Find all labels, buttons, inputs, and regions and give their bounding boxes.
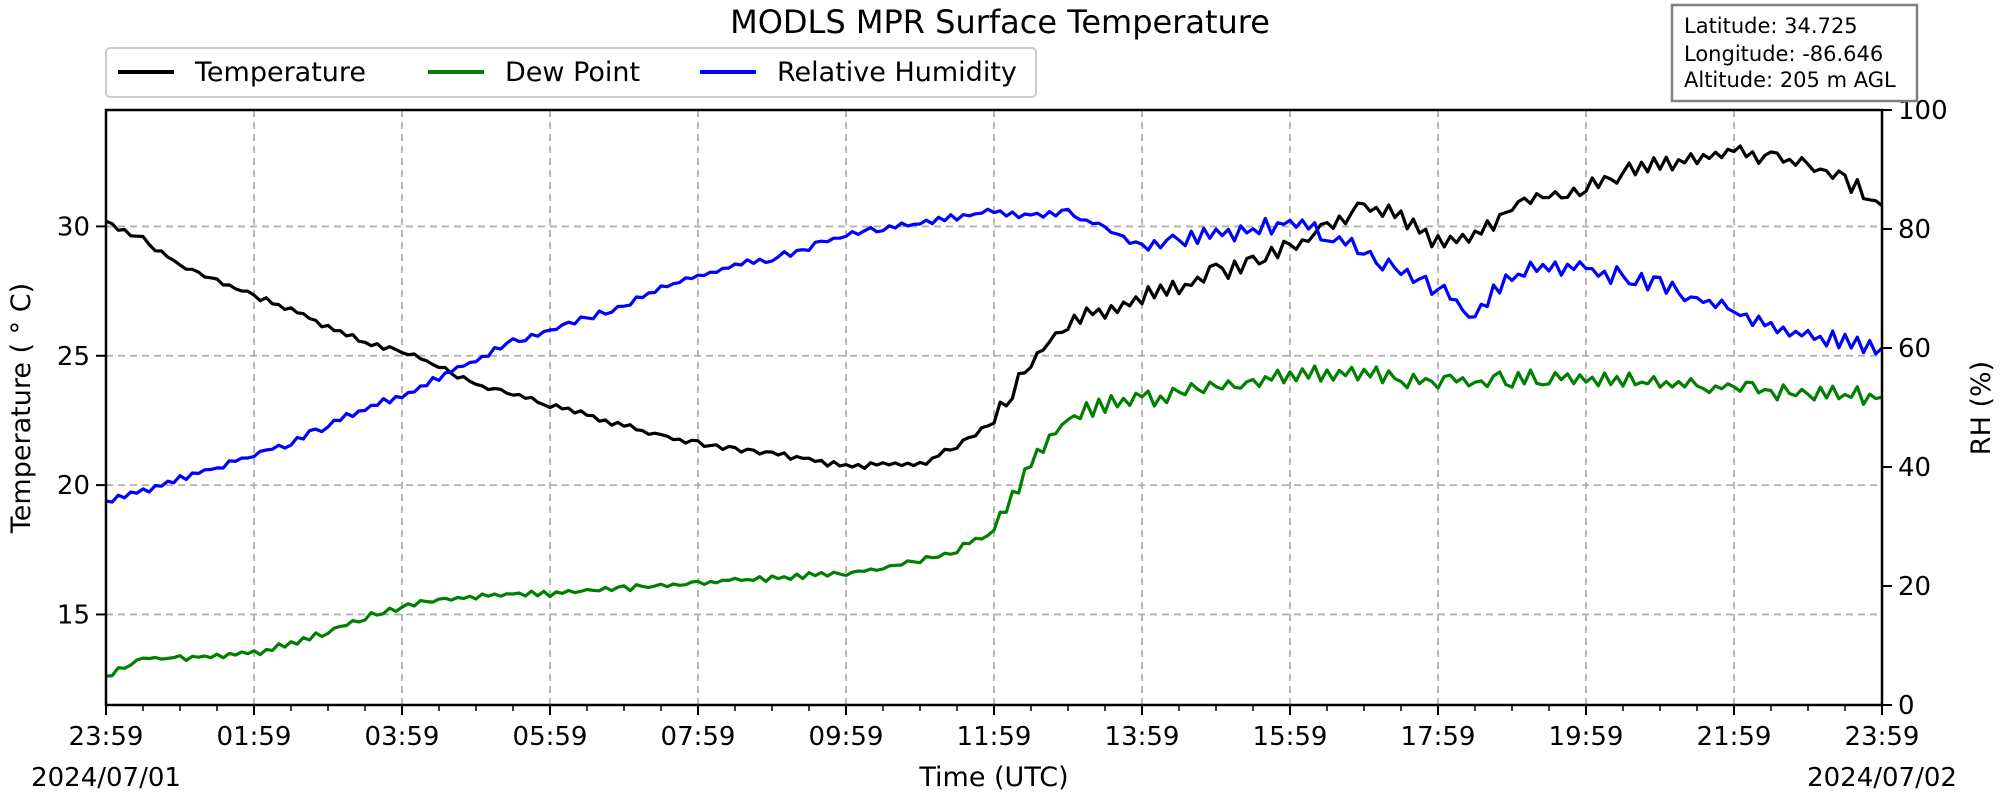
- x-tick-label: 01:59: [217, 722, 292, 752]
- series-layer: [105, 144, 1884, 678]
- info-box: Latitude: 34.725 Longitude: -86.646 Alti…: [1670, 3, 1919, 103]
- x-tick-label: 19:59: [1549, 722, 1624, 752]
- x-tick-label: 15:59: [1253, 722, 1328, 752]
- x-tick-label: 09:59: [809, 722, 884, 752]
- y2-tick-label: 20: [1898, 572, 1931, 602]
- y-tick-label: 30: [57, 212, 90, 242]
- y2-axis-label: RH (%): [1966, 361, 1997, 455]
- x-tick-label: 23:59: [1845, 722, 1920, 752]
- y2-tick-label: 60: [1898, 334, 1931, 364]
- y-axis-label: Temperature ( ° C): [6, 283, 37, 534]
- x-axis-label: Time (UTC): [918, 762, 1068, 793]
- x-tick-label: 23:59: [69, 722, 144, 752]
- y2-tick-label: 0: [1898, 691, 1915, 721]
- x-tick-label: 07:59: [661, 722, 736, 752]
- x-tick-label: 11:59: [957, 722, 1032, 752]
- x-end-date: 2024/07/02: [1807, 763, 1957, 793]
- x-tick-label: 13:59: [1105, 722, 1180, 752]
- x-tick-label: 05:59: [513, 722, 588, 752]
- legend-box: [105, 47, 1037, 98]
- y2-tick-label: 40: [1898, 453, 1931, 483]
- series-line-temperature: [105, 144, 1883, 470]
- series-line-relative-humidity: [105, 207, 1884, 504]
- x-tick-label: 21:59: [1697, 722, 1772, 752]
- x-axis: 23:59 01:59 03:59 05:59 07:59 09:59 11:59 13:59…: [69, 705, 1920, 752]
- y-tick-label: 20: [57, 471, 90, 501]
- y-tick-label: 15: [57, 600, 90, 630]
- legend-label-relative-humidity: Relative Humidity: [777, 57, 1017, 88]
- chart-title: MODLS MPR Surface Temperature: [730, 3, 1270, 41]
- info-altitude: Altitude: 205 m AGL: [1684, 68, 1896, 92]
- info-longitude: Longitude: -86.646: [1684, 42, 1883, 66]
- info-latitude: Latitude: 34.725: [1684, 14, 1858, 38]
- x-start-date: 2024/07/01: [31, 763, 181, 793]
- x-tick-label: 03:59: [365, 722, 440, 752]
- legend-label-dew-point: Dew Point: [505, 57, 640, 88]
- legend-label-temperature: Temperature: [194, 57, 366, 88]
- info-box-frame: [1670, 3, 1919, 103]
- legend: Temperature Dew Point Relative Humidity: [105, 47, 1037, 98]
- y-axis-left: 15 20 25 30: [57, 212, 106, 630]
- x-tick-label: 17:59: [1401, 722, 1476, 752]
- y-tick-label: 25: [57, 342, 90, 372]
- series-line-dew-point: [105, 364, 1883, 678]
- grid: [106, 110, 1882, 705]
- y2-tick-label: 80: [1898, 215, 1931, 245]
